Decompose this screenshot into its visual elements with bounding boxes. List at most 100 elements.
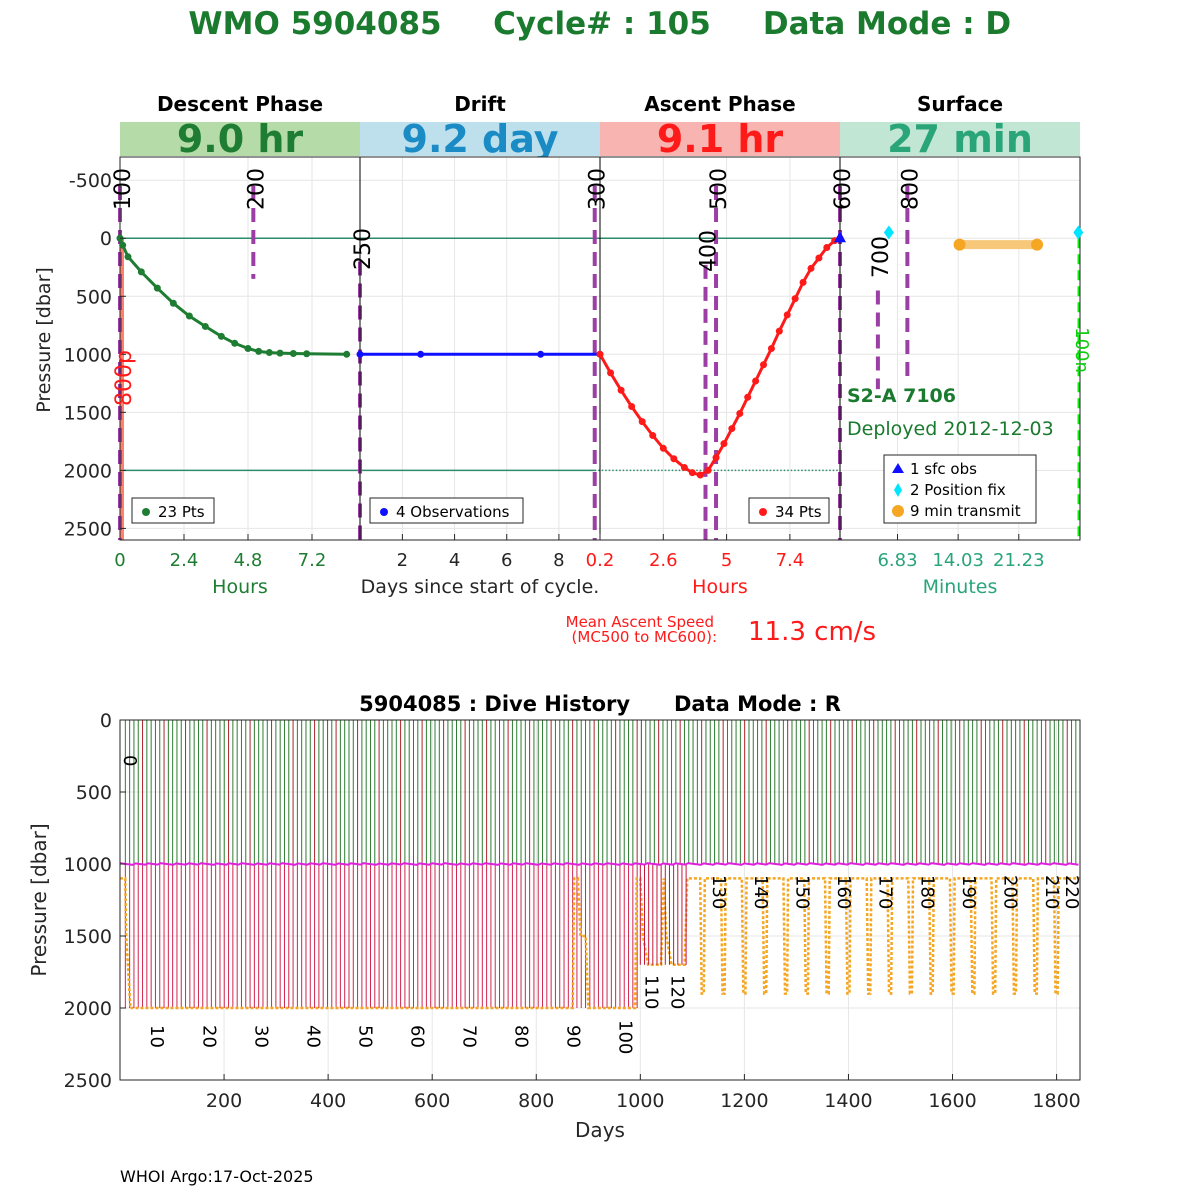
ascent-point — [607, 369, 615, 377]
ascent-xtick-label: 5 — [721, 550, 732, 571]
descent-point — [201, 322, 209, 330]
ascent-point — [775, 327, 783, 335]
profile-depth-trace — [120, 877, 1080, 1010]
surface-legend-symbol — [892, 505, 904, 517]
ascent-point — [799, 278, 807, 286]
ascent-point — [720, 440, 728, 448]
ascent-xtick-label: 7.4 — [776, 550, 805, 571]
bottom-ytick-label: 2000 — [64, 998, 112, 1020]
top-ytick-label: 2500 — [64, 518, 112, 540]
cycle-label-200: 200 — [1000, 875, 1021, 909]
position-fix-marker — [1073, 225, 1084, 240]
cycle-label-130: 130 — [708, 875, 729, 909]
descent-xtick-label: 2.4 — [170, 550, 199, 571]
marker-label-500: 500 — [707, 168, 732, 210]
drift-legend-label: 4 Observations — [396, 503, 510, 521]
ascent-point — [659, 444, 667, 452]
ascent-point — [760, 361, 768, 369]
ascent-point — [767, 345, 775, 352]
ascent-point — [744, 393, 752, 401]
green-vertical-label: 100n — [1071, 327, 1092, 373]
descent-point — [119, 241, 127, 249]
top-ytick-label: 1000 — [64, 344, 112, 366]
descent-point — [343, 350, 351, 358]
bottom-ytick-label: 0 — [100, 710, 112, 732]
ascent-point — [783, 311, 791, 319]
ascent-point — [815, 254, 823, 262]
cycle-label-0: 0 — [119, 755, 140, 766]
drift-point — [417, 350, 425, 358]
drift-xtick-label: 4 — [449, 550, 460, 571]
ascent-point — [736, 409, 744, 417]
sfc-obs-marker — [834, 231, 846, 243]
cycle-label-210: 210 — [1041, 875, 1062, 909]
phase-duration-3: 27 min — [887, 117, 1033, 161]
ascent-point — [696, 471, 704, 479]
transmit-point — [1031, 238, 1044, 251]
cycle-label-220: 220 — [1061, 875, 1082, 909]
marker-label-700: 700 — [869, 236, 894, 278]
title-wmo: WMO 5904085 — [188, 6, 441, 42]
phase-band-2 — [600, 122, 840, 156]
cycle-label-150: 150 — [791, 875, 812, 909]
cycle-label-20: 20 — [198, 1025, 219, 1048]
ascent-point — [728, 425, 736, 433]
bottom-xtick-label: 1400 — [824, 1090, 872, 1112]
title-cycle: Cycle# : 105 — [493, 6, 711, 42]
bottom-xtick-label: 1200 — [720, 1090, 768, 1112]
phase-band-3 — [840, 122, 1080, 156]
ascent-point — [638, 418, 646, 426]
top-ytick-label: 1500 — [64, 402, 112, 424]
footer: WHOI Argo:17-Oct-2025 — [120, 1167, 314, 1186]
ascent-speed-value: 11.3 cm/s — [748, 617, 876, 647]
ascent-legend-label: 34 Pts — [775, 503, 822, 521]
marker-label-600: 600 — [831, 168, 856, 210]
ascent-point — [628, 403, 636, 411]
marker-label-300: 300 — [586, 168, 611, 210]
drift-xlabel: Days since start of cycle. — [361, 576, 600, 598]
cycle-label-70: 70 — [458, 1025, 479, 1048]
phase-name-3: Surface — [917, 92, 1003, 116]
bottom-ylabel: Pressure [dbar] — [27, 823, 51, 976]
marker-label-800: 800 — [898, 168, 923, 210]
surface-xtick-label: 21.23 — [993, 550, 1045, 571]
drift-legend-box — [369, 497, 524, 524]
ascent-point — [617, 386, 625, 394]
top-ytick-label: 500 — [76, 286, 112, 308]
bottom-axes-box — [119, 719, 1081, 1081]
cycle-label-90: 90 — [562, 1025, 583, 1048]
marker-label-100: 100 — [111, 168, 136, 210]
phase-duration-1: 9.2 day — [402, 117, 559, 161]
descent-point — [265, 349, 273, 357]
bottom-xtick-label: 200 — [206, 1090, 242, 1112]
ascent-point — [704, 466, 712, 474]
surface-xtick-label: 14.03 — [932, 550, 984, 571]
surface-legend-label: 2 Position fix — [910, 481, 1006, 499]
ascent-point — [680, 463, 688, 471]
drift-xtick-label: 8 — [553, 550, 564, 571]
ascent-speed-label-1: Mean Ascent Speed — [566, 613, 714, 631]
ascent-speed-label-2: (MC500 to MC600): — [572, 628, 717, 646]
drift-point — [537, 350, 545, 358]
bottom-ytick-label: 2500 — [64, 1070, 112, 1092]
descent-legend-label: 23 Pts — [158, 503, 205, 521]
marker-label-200: 200 — [244, 168, 269, 210]
title-mode: Data Mode : D — [763, 6, 1011, 42]
phase-name-1: Drift — [454, 92, 506, 116]
cycle-label-160: 160 — [833, 875, 854, 909]
red-vertical-label: 800p — [112, 350, 137, 406]
ascent-xtick-label: 2.6 — [649, 550, 678, 571]
descent-point — [217, 332, 225, 340]
marker-label-400: 400 — [696, 230, 721, 272]
ascent-point — [823, 244, 831, 252]
cycle-label-170: 170 — [875, 875, 896, 909]
ascent-point — [752, 377, 760, 385]
position-fix-marker — [883, 225, 894, 240]
cycle-label-30: 30 — [250, 1025, 271, 1048]
marker-label-250: 250 — [351, 228, 376, 270]
descent-xtick-label: 7.2 — [298, 550, 327, 571]
transmit-point — [953, 238, 966, 251]
cycle-label-100: 100 — [615, 1020, 636, 1054]
